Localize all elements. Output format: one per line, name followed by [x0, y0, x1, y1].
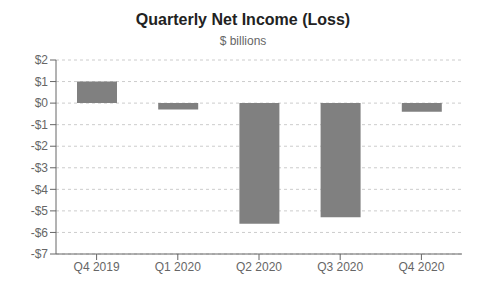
svg-text:Q2 2020: Q2 2020 — [236, 260, 282, 274]
svg-text:Q4 2020: Q4 2020 — [398, 260, 444, 274]
svg-text:$1: $1 — [35, 75, 49, 89]
svg-text:$2: $2 — [35, 53, 49, 67]
svg-text:-$5: -$5 — [31, 204, 49, 218]
svg-text:-$4: -$4 — [31, 183, 49, 197]
html-text:Quarterly Net Income (Loss): Quarterly Net Income (Loss) — [135, 11, 351, 28]
svg-text:Q1 2020: Q1 2020 — [155, 260, 201, 274]
svg-text:-$3: -$3 — [31, 161, 49, 175]
svg-text:-$6: -$6 — [31, 226, 49, 240]
svg-text:$0: $0 — [35, 96, 49, 110]
svg-text:-$7: -$7 — [31, 247, 49, 261]
svg-text:Q4 2019: Q4 2019 — [74, 260, 120, 274]
svg-text:-$2: -$2 — [31, 139, 49, 153]
svg-text:-$1: -$1 — [31, 118, 49, 132]
html-text:$ billions: $ billions — [219, 34, 267, 48]
svg-text:Q3 2020: Q3 2020 — [317, 260, 363, 274]
